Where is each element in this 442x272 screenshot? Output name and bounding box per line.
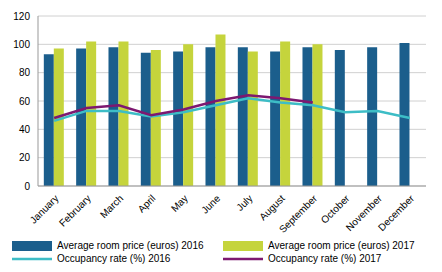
- svg-text:February: February: [57, 193, 93, 229]
- svg-text:0: 0: [24, 181, 30, 192]
- svg-text:40: 40: [19, 124, 31, 135]
- svg-text:60: 60: [19, 96, 31, 107]
- html-text:Average room price (euros) 201: Average room price (euros) 2017: [268, 240, 415, 251]
- svg-text:April: April: [136, 193, 158, 215]
- svg-text:March: March: [98, 193, 125, 220]
- svg-text:November: November: [343, 192, 384, 234]
- svg-text:May: May: [169, 193, 190, 214]
- svg-text:80: 80: [19, 67, 31, 78]
- html-text:Average room price (euros) 201: Average room price (euros) 2016: [57, 240, 204, 251]
- html-text:Occupancy rate (%) 2017: Occupancy rate (%) 2017: [268, 253, 382, 264]
- svg-text:June: June: [199, 192, 222, 215]
- svg-text:100: 100: [13, 39, 30, 50]
- svg-text:August: August: [257, 193, 287, 223]
- svg-text:July: July: [234, 193, 254, 213]
- svg-text:20: 20: [19, 152, 31, 163]
- svg-text:December: December: [376, 192, 417, 233]
- svg-text:January: January: [28, 193, 61, 226]
- svg-text:September: September: [277, 192, 320, 235]
- html-text:Occupancy rate (%) 2016: Occupancy rate (%) 2016: [57, 253, 171, 264]
- svg-text:120: 120: [13, 11, 30, 22]
- svg-text:October: October: [318, 192, 352, 226]
